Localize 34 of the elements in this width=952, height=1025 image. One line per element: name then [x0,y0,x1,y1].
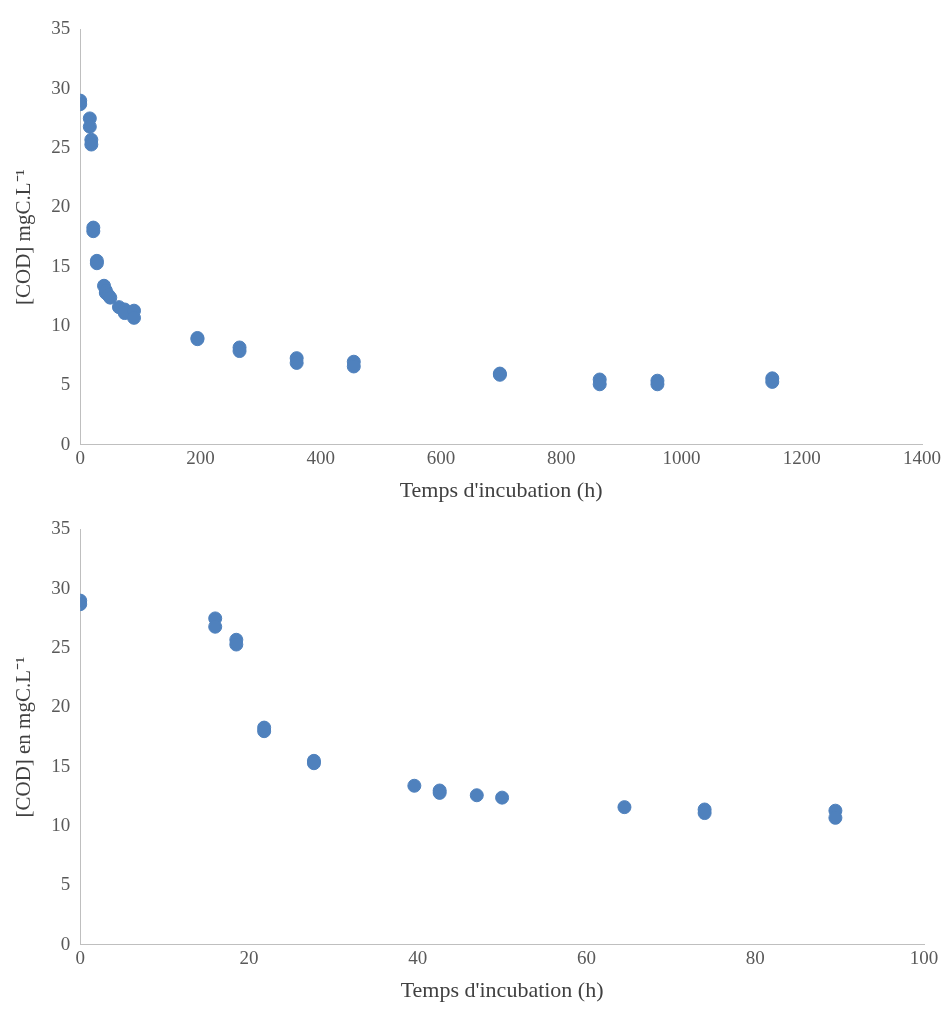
x-tick-label: 200 [186,447,215,469]
y-tick-label: 5 [60,373,71,395]
x-axis-title: Temps d'incubation (h) [400,976,604,1002]
y-tick-label: 25 [51,636,71,658]
y-tick-label: 5 [60,873,71,895]
x-tick-label: 0 [75,447,85,469]
y-tick-label: 20 [51,695,71,717]
x-tick-label: 0 [75,947,85,969]
x-tick-label: 1000 [662,447,701,469]
y-axis-title: [COD] en mgC.L⁻¹ [11,656,36,818]
y-tick-label: 0 [60,932,71,954]
y-tick-label: 30 [51,76,71,98]
y-tick-label: 35 [51,17,71,39]
x-tick-label: 100 [909,947,939,969]
y-tick-label: 10 [51,314,71,336]
x-tick-label: 60 [576,947,596,969]
y-tick-label: 25 [51,136,71,158]
y-tick-label: 35 [51,517,71,539]
x-tick-label: 1200 [782,447,821,469]
x-axis-title: Temps d'incubation (h) [399,476,603,502]
x-tick-label: 800 [546,447,576,469]
x-tick-label: 40 [408,947,428,969]
y-tick-label: 15 [51,754,71,776]
y-tick-label: 20 [51,195,71,217]
y-tick-label: 15 [51,254,71,276]
y-tick-label: 30 [51,576,71,598]
y-axis-title: [COD] mgC.L⁻¹ [11,169,36,305]
x-tick-label: 80 [745,947,765,969]
x-tick-label: 400 [306,447,335,469]
x-tick-label: 1400 [903,447,941,469]
y-tick-label: 10 [51,814,71,836]
x-tick-label: 600 [426,447,456,469]
y-tick-label: 0 [60,432,71,454]
x-tick-label: 20 [239,947,259,969]
